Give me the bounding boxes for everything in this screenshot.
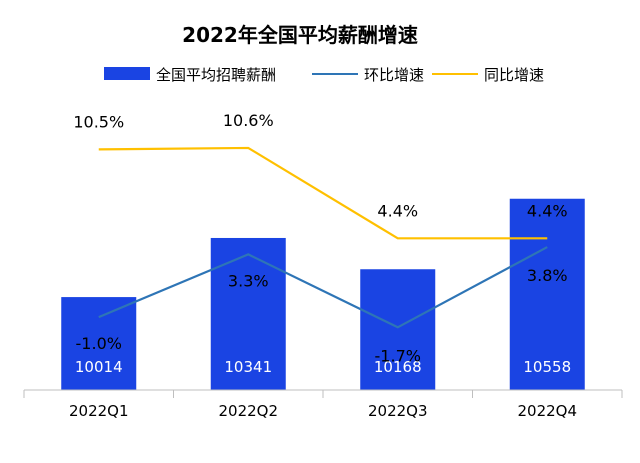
chart-title: 2022年全国平均薪酬增速 (182, 23, 418, 47)
x-tick-label: 2022Q1 (69, 402, 129, 420)
bar-value-label: 10341 (224, 358, 272, 376)
legend-label-bar: 全国平均招聘薪酬 (156, 66, 276, 84)
legend-label-mom: 环比增速 (364, 66, 424, 84)
x-tick-label: 2022Q2 (218, 402, 278, 420)
bar-2022Q1 (61, 297, 137, 390)
mom-label: 3.8% (527, 266, 568, 285)
line-mom (98, 246, 548, 329)
yoy-label: 4.4% (527, 201, 568, 220)
legend-swatch-bar (104, 67, 150, 80)
legend-label-yoy: 同比增速 (484, 66, 544, 84)
line-series (98, 146, 548, 329)
mom-label: -1.0% (76, 334, 122, 353)
bar-2022Q2 (210, 237, 286, 390)
bar-series (61, 198, 585, 390)
bar-2022Q4 (509, 198, 585, 390)
data-labels: 10014 10341 10168 10558 -1.0% 3.3% -1.7% 3.8% 10… (73, 111, 571, 376)
bar-2022Q3 (360, 269, 436, 390)
x-axis-ticks: 2022Q1 2022Q2 2022Q3 2022Q4 (23, 390, 623, 420)
mom-label: -1.7% (375, 346, 421, 365)
mom-label: 3.3% (228, 271, 269, 290)
x-tick-label: 2022Q3 (368, 402, 428, 420)
bar-value-label: 10014 (75, 358, 123, 376)
line-yoy (98, 146, 548, 240)
bar-value-label: 10168 (374, 358, 422, 376)
yoy-label: 10.6% (223, 111, 274, 130)
yoy-label: 4.4% (377, 201, 418, 220)
x-tick-label: 2022Q4 (517, 402, 577, 420)
yoy-label: 10.5% (73, 112, 124, 131)
legend: 全国平均招聘薪酬 环比增速 同比增速 (104, 66, 544, 84)
bar-value-label: 10558 (523, 358, 571, 376)
